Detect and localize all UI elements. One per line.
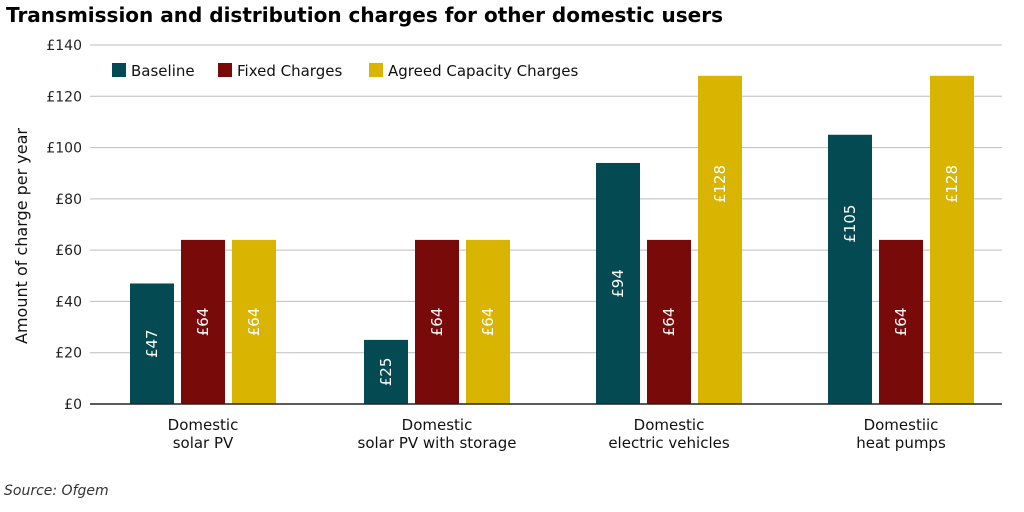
bar (596, 162, 640, 404)
bar-data-label: £128 (943, 165, 961, 203)
x-category-label: Domestic electric vehicles (608, 416, 730, 452)
bar-data-label: £64 (428, 308, 446, 337)
bar-data-label: £64 (892, 308, 910, 337)
x-category-label: Domestic solar PV (168, 416, 239, 452)
bar (415, 239, 459, 404)
bar (364, 339, 408, 404)
bar (181, 239, 225, 404)
legend-swatch (369, 63, 383, 77)
y-tick-label: £100 (46, 141, 82, 157)
bar (466, 239, 510, 404)
legend-swatch (112, 63, 126, 77)
y-tick-label: £60 (55, 243, 82, 259)
y-tick-label: £40 (55, 294, 82, 310)
bar (130, 283, 174, 404)
y-tick-label: £80 (55, 192, 82, 208)
y-axis-ticks: £0 £20 £40 £60 £80 £100 £120 £140 (46, 38, 82, 413)
legend: Baseline Fixed Charges Agreed Capacity Cha… (112, 62, 579, 80)
legend-swatch (218, 63, 232, 77)
bar (647, 239, 691, 404)
bar-data-label: £64 (479, 308, 497, 337)
legend-label: Fixed Charges (237, 62, 342, 80)
y-axis-label: Amount of charge per year (12, 128, 31, 344)
bar (930, 75, 974, 405)
bar-data-label: £128 (711, 165, 729, 203)
bar-data-label: £47 (143, 329, 161, 358)
legend-label: Baseline (131, 62, 195, 80)
bars (130, 75, 974, 405)
bar-data-label: £64 (245, 308, 263, 337)
y-tick-label: £0 (64, 397, 82, 413)
bar (698, 75, 742, 405)
y-tick-label: £120 (46, 89, 82, 105)
x-category-label: Domestiic heat pumps (856, 416, 946, 452)
x-category-label: Domestic solar PV with storage (358, 416, 517, 452)
y-tick-label: £20 (55, 346, 82, 362)
category-labels: Domestic solar PV Domestic solar PV with st… (168, 416, 946, 452)
bar-labels: £47 £25 £94 £105 £64 £64 £64 £64 £64 £64 £128 £128 (143, 165, 961, 386)
bar-data-label: £64 (194, 308, 212, 337)
bar-data-label: £25 (377, 358, 395, 387)
chart-title: Transmission and distribution charges fo… (6, 3, 724, 27)
y-tick-label: £140 (46, 38, 82, 54)
bar-data-label: £64 (660, 308, 678, 337)
legend-label: Agreed Capacity Charges (388, 62, 579, 80)
bar (232, 239, 276, 404)
bar (828, 134, 872, 404)
bar (879, 239, 923, 404)
bar-data-label: £105 (841, 205, 859, 243)
bar-data-label: £94 (609, 269, 627, 298)
source-note: Source: Ofgem (4, 483, 109, 499)
